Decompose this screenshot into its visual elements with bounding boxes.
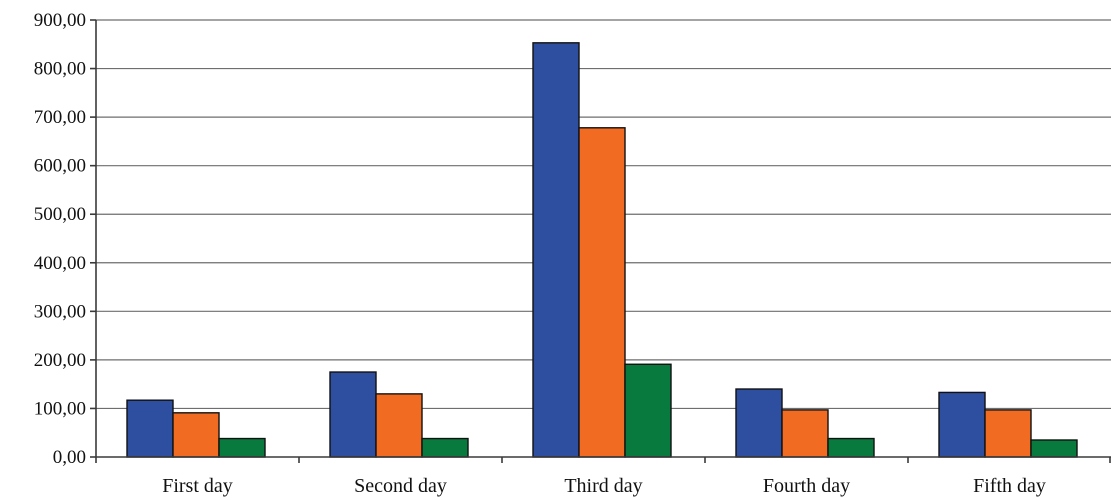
bar-3-fifth-day (1030, 439, 1078, 458)
x-tick-label: Fourth day (763, 475, 850, 497)
y-tick-labels: 0,00 100,00 200,00 300,00 400,00 500,00 600,00… (34, 10, 86, 468)
y-tick-label: 700,00 (34, 107, 86, 128)
y-tick-label: 100,00 (34, 398, 86, 419)
bar-2-second-day (375, 393, 423, 458)
bars (126, 42, 1078, 458)
bar-3-third-day (624, 363, 672, 458)
x-tick-label: Third day (564, 475, 642, 497)
y-tick-label: 300,00 (34, 301, 86, 322)
bar-3-fourth-day (827, 437, 875, 458)
y-tick-label: 900,00 (34, 10, 86, 31)
bar-2-fourth-day (781, 409, 829, 458)
x-tick-label: Fifth day (973, 475, 1046, 497)
bar-2-third-day (578, 127, 626, 458)
bar-3-second-day (421, 437, 469, 458)
x-tick-labels: First day Second day Third day Fourth day Fi… (162, 475, 1046, 497)
x-tick-label: Second day (354, 475, 447, 497)
bar-1-first-day (126, 399, 174, 458)
y-tick-label: 800,00 (34, 59, 86, 80)
bar-3-first-day (218, 437, 266, 458)
bar-1-second-day (329, 371, 377, 458)
axes (90, 19, 1111, 463)
bar-2-first-day (172, 412, 220, 458)
y-tick-label: 200,00 (34, 350, 86, 371)
bar-1-fifth-day (938, 391, 986, 458)
y-tick-label: 0,00 (53, 447, 86, 468)
x-tick-label: First day (162, 475, 233, 497)
bar-1-fourth-day (735, 388, 783, 458)
bar-2-fifth-day (984, 409, 1032, 458)
y-tick-label: 500,00 (34, 204, 86, 225)
y-tick-label: 400,00 (34, 253, 86, 274)
bar-1-third-day (532, 42, 580, 458)
y-tick-label: 600,00 (34, 156, 86, 177)
